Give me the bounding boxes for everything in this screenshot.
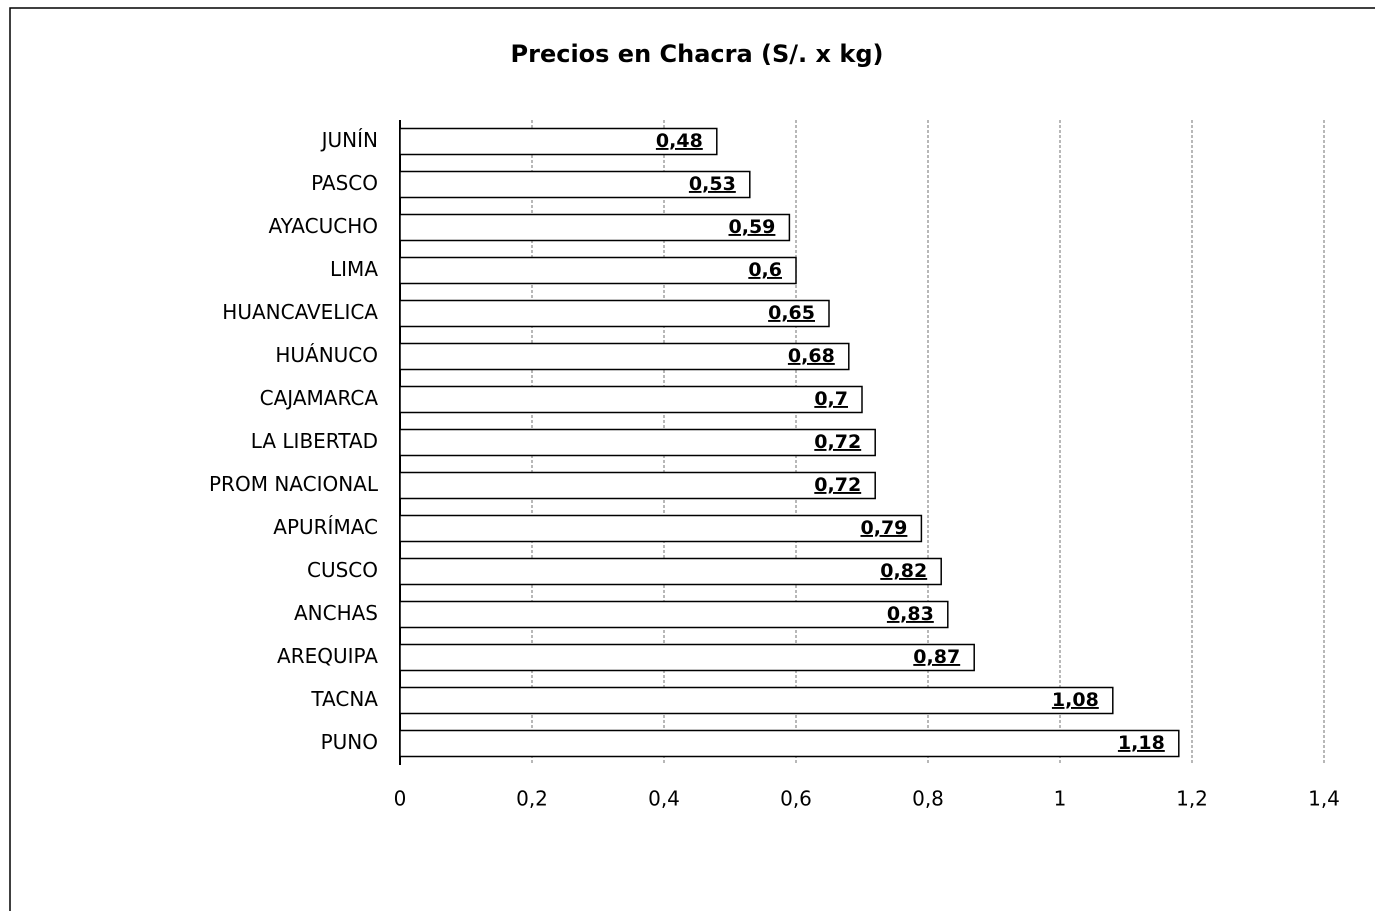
bar bbox=[399, 471, 876, 500]
value-label: 0,83 bbox=[887, 603, 934, 625]
bar bbox=[399, 428, 876, 457]
x-tick-label: 1 bbox=[1054, 787, 1067, 811]
x-tick-label: 0,6 bbox=[780, 787, 812, 811]
x-tick-label: 0,8 bbox=[912, 787, 944, 811]
y-tick-label: CAJAMARCA bbox=[260, 386, 379, 410]
y-tick-label: AYACUCHO bbox=[269, 214, 378, 238]
value-label: 1,18 bbox=[1118, 732, 1165, 754]
value-label: 0,7 bbox=[814, 388, 848, 410]
y-tick-label: PASCO bbox=[311, 171, 378, 195]
x-tick-label: 0,4 bbox=[648, 787, 680, 811]
bar bbox=[399, 686, 1114, 715]
value-label: 0,68 bbox=[788, 345, 835, 367]
frame bbox=[9, 7, 1375, 911]
x-tick-label: 1,2 bbox=[1176, 787, 1208, 811]
value-label: 0,48 bbox=[656, 130, 703, 152]
value-label: 0,87 bbox=[913, 646, 960, 668]
value-label: 0,72 bbox=[814, 431, 861, 453]
bar bbox=[399, 127, 718, 156]
bar bbox=[399, 299, 830, 328]
y-tick-label: PUNO bbox=[321, 730, 378, 754]
value-label: 0,59 bbox=[729, 216, 776, 238]
y-tick-label: HUÁNUCO bbox=[275, 343, 378, 367]
y-tick-label: HUANCAVELICA bbox=[222, 300, 378, 324]
bar bbox=[399, 557, 942, 586]
x-tick-label: 0 bbox=[394, 787, 407, 811]
value-label: 0,65 bbox=[768, 302, 815, 324]
y-tick-label: JUNÍN bbox=[320, 128, 378, 152]
value-label: 0,53 bbox=[689, 173, 736, 195]
y-tick-label: CUSCO bbox=[307, 558, 378, 582]
bar bbox=[399, 514, 923, 543]
y-tick-label: LIMA bbox=[330, 257, 378, 281]
y-tick-label: APURÍMAC bbox=[273, 515, 378, 539]
x-tick-label: 0,2 bbox=[516, 787, 548, 811]
value-label: 0,82 bbox=[880, 560, 927, 582]
bar bbox=[399, 213, 791, 242]
x-tick-label: 1,4 bbox=[1308, 787, 1340, 811]
value-label: 1,08 bbox=[1052, 689, 1099, 711]
y-tick-label: AREQUIPA bbox=[277, 644, 378, 668]
bar bbox=[399, 729, 1180, 758]
value-label: 0,79 bbox=[861, 517, 908, 539]
value-label: 0,6 bbox=[748, 259, 782, 281]
bar bbox=[399, 643, 975, 672]
y-tick-label: LA LIBERTAD bbox=[251, 429, 378, 453]
bar bbox=[399, 385, 863, 414]
y-tick-label: PROM NACIONAL bbox=[209, 472, 379, 496]
value-label: 0,72 bbox=[814, 474, 861, 496]
y-tick-label: TACNA bbox=[310, 687, 378, 711]
bar bbox=[399, 342, 850, 371]
chart-title: Precios en Chacra (S/. x kg) bbox=[511, 40, 884, 68]
bar bbox=[399, 600, 949, 629]
bar bbox=[399, 170, 751, 199]
y-tick-label: ANCHAS bbox=[294, 601, 378, 625]
bar bbox=[399, 256, 797, 285]
